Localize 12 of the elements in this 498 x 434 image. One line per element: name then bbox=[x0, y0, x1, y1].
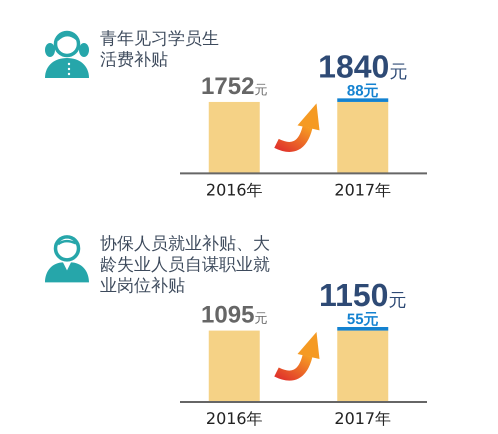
title: 青年见习学员生活费补贴 bbox=[100, 29, 220, 71]
title: 协保人员就业补贴、大龄失业人员自谋职业就业岗位补贴 bbox=[100, 234, 271, 298]
category-label: 2017年 bbox=[334, 180, 392, 200]
total-label: 1840元 bbox=[318, 48, 408, 84]
value-label: 55元 bbox=[346, 311, 379, 328]
total-label: 1150元 bbox=[319, 277, 406, 313]
category-label: 2016年 bbox=[206, 180, 263, 200]
value-label: 88元 bbox=[346, 82, 379, 100]
category-label: 2017年 bbox=[334, 409, 392, 428]
category-label: 2016年 bbox=[206, 409, 263, 428]
value-label: 1095元 bbox=[201, 302, 268, 329]
value-label: 1752元 bbox=[201, 72, 268, 100]
